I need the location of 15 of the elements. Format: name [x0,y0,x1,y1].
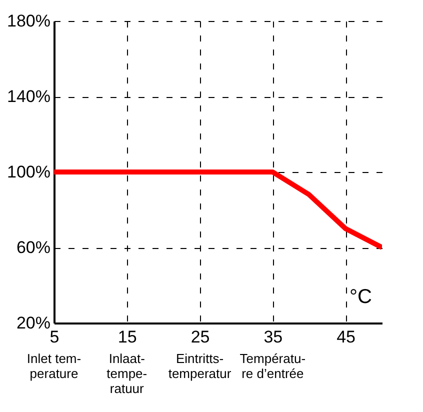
y-tick-label: 140% [7,87,50,106]
x-tick-label: 25 [190,328,210,346]
x-tick-label: 15 [118,328,137,346]
y-tick-label: 60% [16,238,50,257]
text: Inlaat- tempe- ratuur [106,351,148,396]
x-tick-label: 5 [50,328,60,346]
text: Températu- re d’entrée [240,351,306,381]
y-tick-label: 20% [16,314,50,332]
x-tick-label: 35 [264,328,283,346]
text: Inlet tem- perature [26,351,82,381]
x-axis-title: °C [350,286,372,308]
text: Eintritts- temperatur [168,351,232,381]
y-tick-label: 100% [7,162,50,182]
x-tick-label: 45 [336,328,356,346]
y-tick-label: 180% [7,12,50,30]
